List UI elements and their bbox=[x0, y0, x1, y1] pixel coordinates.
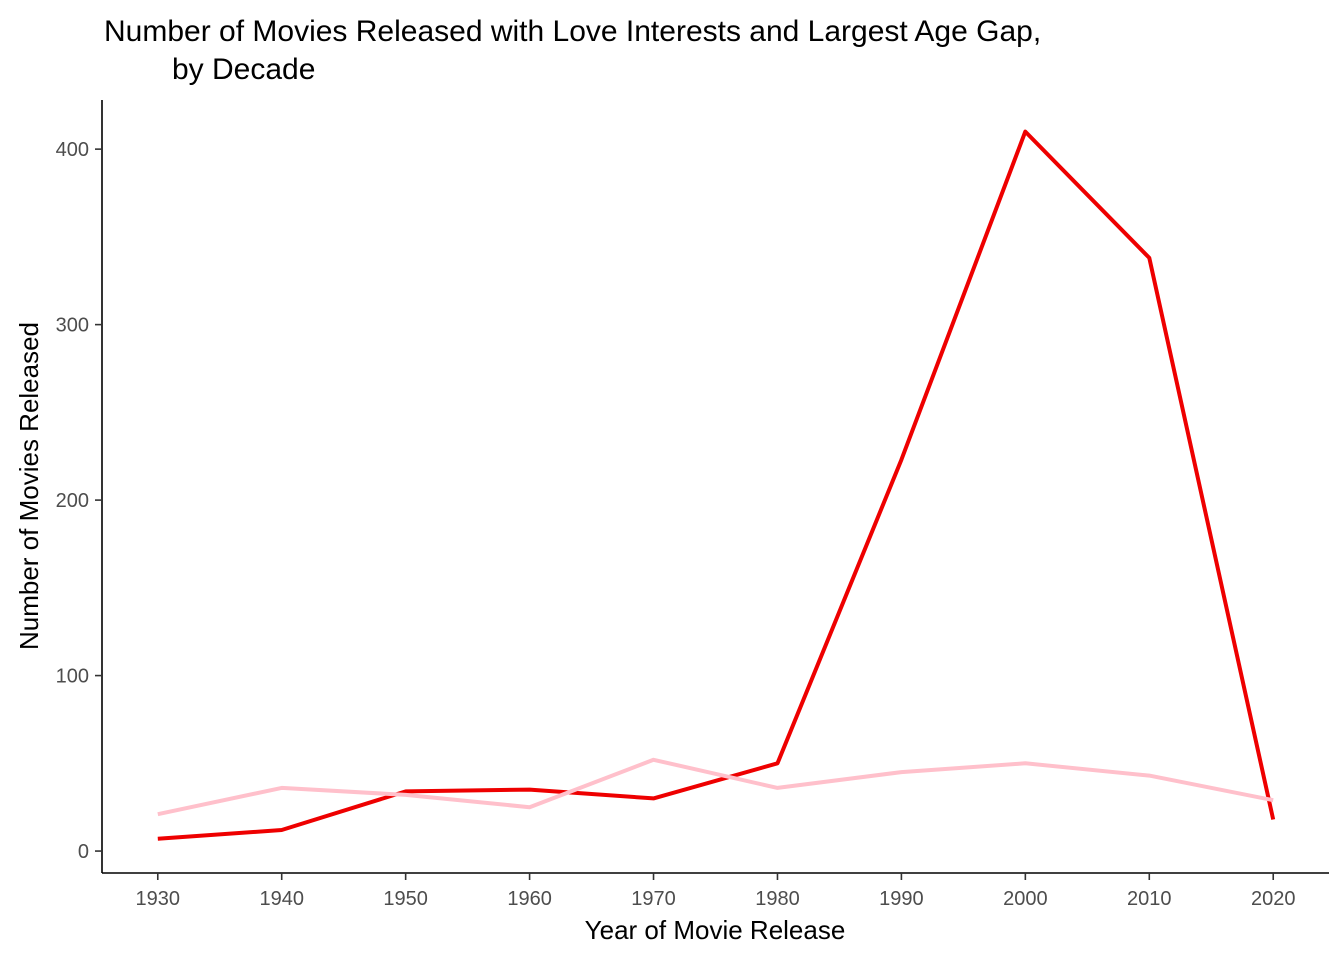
y-tick-label: 300 bbox=[56, 315, 89, 337]
x-tick-label: 1990 bbox=[879, 888, 924, 910]
y-tick-label: 0 bbox=[78, 841, 89, 863]
x-axis-title: Year of Movie Release bbox=[585, 915, 846, 945]
x-tick-label: 2000 bbox=[1003, 888, 1048, 910]
plot-area bbox=[157, 129, 1276, 841]
x-tick-label: 1940 bbox=[259, 888, 304, 910]
x-tick-label: 1950 bbox=[383, 888, 428, 910]
x-tick-label: 1970 bbox=[631, 888, 676, 910]
x-tick-label: 2020 bbox=[1251, 888, 1296, 910]
y-axis-ticks: 0 100 200 300 400 bbox=[56, 139, 102, 863]
y-tick-label: 400 bbox=[56, 139, 89, 161]
chart-subtitle: by Decade bbox=[172, 53, 315, 86]
chart-title: Number of Movies Released with Love Inte… bbox=[104, 15, 1041, 48]
x-tick-label: 2010 bbox=[1127, 888, 1172, 910]
x-tick-label: 1930 bbox=[136, 888, 181, 910]
x-tick-label: 1960 bbox=[507, 888, 552, 910]
series-line-1 bbox=[157, 129, 1276, 841]
x-tick-label: 1980 bbox=[755, 888, 800, 910]
y-axis-title: Number of Movies Released bbox=[14, 322, 44, 650]
y-tick-label: 200 bbox=[56, 490, 89, 512]
y-tick-label: 100 bbox=[56, 666, 89, 688]
series-line-2 bbox=[157, 757, 1274, 817]
x-axis-ticks: 1930 1940 1950 1960 1970 1980 1990 2000 2010 2020 bbox=[136, 873, 1296, 910]
